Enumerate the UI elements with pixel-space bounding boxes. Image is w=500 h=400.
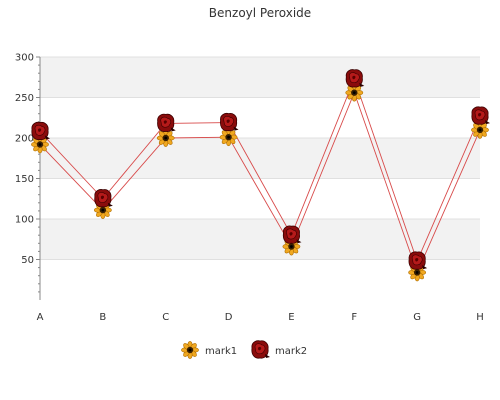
point-mark1-C <box>156 128 175 148</box>
point-mark2-A <box>31 121 51 141</box>
grid-band <box>40 97 480 138</box>
point-mark2-G <box>408 251 428 270</box>
point-mark2-F <box>345 69 365 88</box>
x-tick-label: D <box>225 312 233 323</box>
point-mark2-D <box>219 112 240 132</box>
x-tick-label: G <box>413 312 421 323</box>
point-mark1-D <box>219 128 238 147</box>
series-line-mark1 <box>39 91 481 274</box>
y-tick-label: 300 <box>15 53 34 64</box>
y-tick-label: 100 <box>15 215 34 226</box>
y-tick-label: 50 <box>21 255 34 266</box>
point-mark2-C <box>157 113 177 133</box>
y-tick-label: 200 <box>15 134 34 145</box>
x-tick-label: H <box>476 312 484 323</box>
series-line-mark2 <box>39 77 481 263</box>
grid-band <box>40 138 480 179</box>
legend-label-mark2: mark2 <box>275 346 307 357</box>
grid-band <box>40 57 480 98</box>
chart-title: Benzoyl Peroxide <box>209 6 311 20</box>
point-mark2-E <box>282 225 302 244</box>
x-tick-label: E <box>288 312 294 323</box>
point-mark2-H <box>471 106 491 125</box>
grid-band <box>40 259 480 300</box>
point-mark2-B <box>94 189 114 208</box>
x-tick-label: F <box>351 312 357 323</box>
grid-band <box>40 219 480 260</box>
x-tick-label: B <box>99 312 106 323</box>
sunflower-icon <box>180 340 200 360</box>
x-tick-label: A <box>37 312 44 323</box>
rose-icon <box>251 340 271 359</box>
legend-label-mark1: mark1 <box>205 346 237 357</box>
y-tick-label: 250 <box>15 93 34 104</box>
y-tick-label: 150 <box>15 174 34 185</box>
x-tick-label: C <box>162 312 169 323</box>
